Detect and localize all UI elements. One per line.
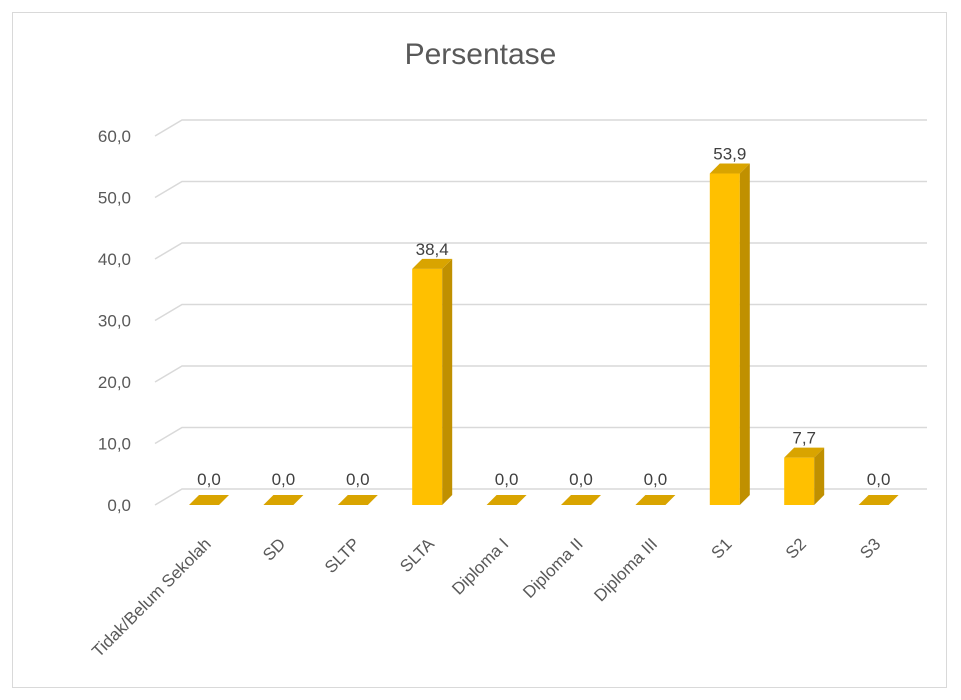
- bar-side: [739, 163, 750, 505]
- y-tick-label: 40,0: [98, 250, 131, 269]
- data-label: 7,7: [792, 429, 816, 448]
- x-tick-label: Diploma I: [448, 534, 512, 598]
- y-tick-label: 60,0: [98, 127, 131, 146]
- data-label: 0,0: [272, 470, 296, 489]
- x-tick-label: Diploma III: [590, 534, 661, 605]
- data-label: 38,4: [416, 240, 449, 259]
- y-tick-label: 50,0: [98, 189, 131, 208]
- bar: [337, 495, 378, 505]
- data-label: 0,0: [197, 470, 221, 489]
- x-axis: Tidak/Belum Sekolah SD SLTP SLTA Diploma I Di…: [88, 534, 884, 661]
- bar-top: [412, 258, 453, 269]
- gridline: [154, 303, 927, 322]
- y-axis: 0,0 10,0 20,0 30,0 40,0 50,0 60,0: [98, 127, 131, 515]
- data-label: 0,0: [867, 470, 891, 489]
- y-tick-label: 30,0: [98, 312, 131, 331]
- bar-top: [709, 163, 750, 174]
- bar-top: [189, 495, 229, 505]
- y-tick-label: 10,0: [98, 435, 131, 454]
- bar-front: [709, 173, 740, 505]
- gridline: [154, 242, 927, 260]
- bar-top: [858, 495, 899, 505]
- bar: [561, 495, 601, 505]
- x-tick-label: SD: [259, 534, 289, 564]
- gridline: [154, 426, 927, 445]
- bar: [412, 258, 453, 505]
- x-tick-label: Diploma II: [519, 534, 587, 602]
- bar-top: [635, 495, 676, 505]
- gridline: [154, 488, 927, 506]
- y-tick-label: 20,0: [98, 373, 131, 392]
- data-labels: 0,0 0,0 0,0 38,4 0,0 0,0 0,0 53,9 7,7 0,0: [197, 145, 890, 489]
- gridline: [154, 180, 927, 199]
- bar-top: [486, 495, 527, 505]
- x-tick-label: S1: [707, 534, 735, 562]
- gridline: [154, 119, 927, 137]
- x-tick-label: SLTP: [321, 534, 364, 577]
- bar-side: [814, 447, 825, 505]
- gridline: [154, 365, 927, 383]
- bar-side: [442, 258, 453, 505]
- chart-frame: [12, 12, 947, 688]
- bar: [709, 163, 750, 505]
- data-label: 0,0: [346, 470, 370, 489]
- bar: [189, 495, 229, 505]
- y-tick-label: 0,0: [107, 496, 131, 515]
- data-label: 53,9: [713, 145, 746, 164]
- bar-top: [337, 495, 378, 505]
- x-tick-label: Tidak/Belum Sekolah: [88, 534, 215, 661]
- bar: [263, 495, 304, 505]
- bars: [189, 163, 899, 505]
- bar: [784, 447, 825, 505]
- bar-top: [561, 495, 601, 505]
- gridlines: [154, 119, 927, 506]
- chart-title: Persentase: [404, 38, 557, 71]
- bar: [486, 495, 527, 505]
- bar-top: [263, 495, 304, 505]
- x-tick-label: S2: [782, 534, 810, 562]
- data-label: 0,0: [569, 470, 593, 489]
- bar-front: [784, 457, 815, 505]
- data-label: 0,0: [495, 470, 519, 489]
- bar: [635, 495, 676, 505]
- x-tick-label: SLTA: [396, 534, 438, 576]
- bar-top: [784, 447, 825, 458]
- data-label: 0,0: [644, 470, 668, 489]
- bar: [858, 495, 899, 505]
- x-tick-label: S3: [856, 534, 884, 562]
- bar-front: [412, 268, 443, 505]
